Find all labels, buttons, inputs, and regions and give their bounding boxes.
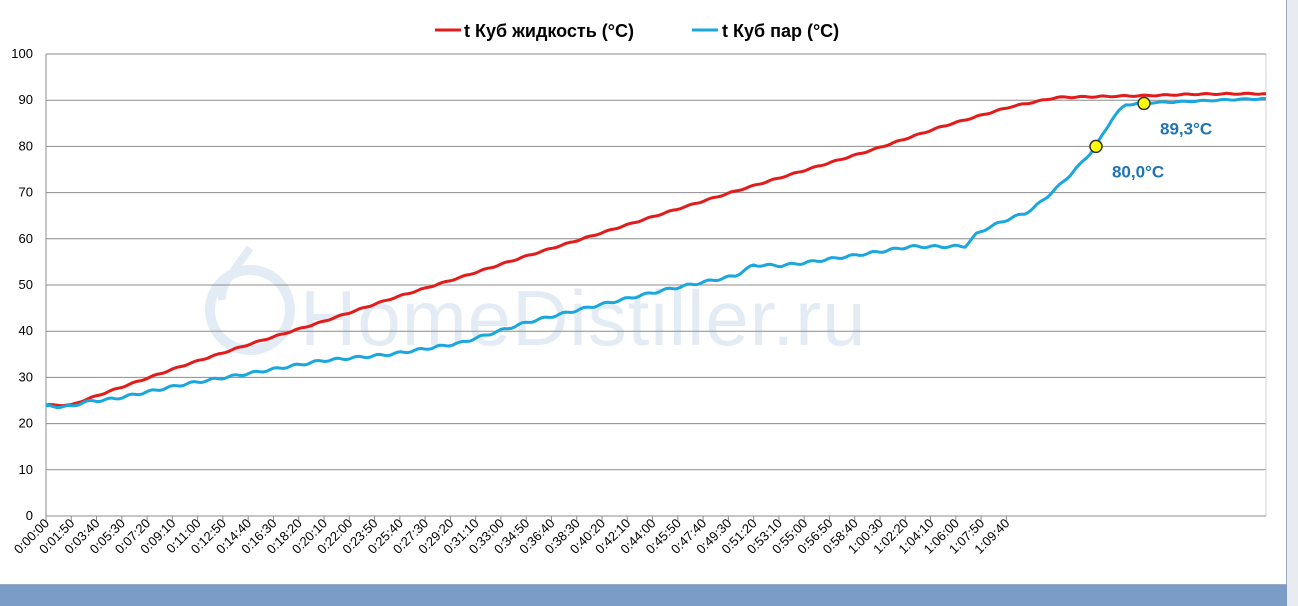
y-tick-label: 20	[19, 416, 33, 431]
y-tick-label: 80	[19, 138, 33, 153]
axes	[45, 54, 1267, 517]
watermark-drop-icon	[205, 245, 295, 355]
legend: t Куб жидкость (°C) t Куб пар (°C)	[435, 21, 839, 41]
annotation-marker	[1137, 96, 1151, 111]
y-tick-label: 40	[19, 323, 33, 338]
annotations: 80,0°C 89,3°C	[1089, 96, 1212, 181]
x-tick-labels: 0:00:000:01:500:03:400:05:300:07:200:09:…	[11, 516, 1013, 557]
y-tick-label: 90	[19, 92, 33, 107]
legend-label: t Куб жидкость (°C)	[464, 21, 634, 41]
y-tick-label: 60	[19, 231, 33, 246]
y-tick-labels: 0 10 20 30 40 50 60 70 80 90 100	[11, 46, 33, 523]
legend-label: t Куб пар (°C)	[722, 21, 839, 41]
y-tick-label: 0	[26, 508, 33, 523]
series-lines	[45, 91, 1267, 410]
annotation-label: 89,3°C	[1160, 119, 1212, 138]
gridlines	[46, 53, 1266, 471]
y-tick-label: 100	[11, 46, 33, 61]
series-line-2	[46, 96, 1267, 410]
series-line-1	[45, 91, 1267, 408]
y-tick-label: 50	[19, 277, 33, 292]
y-tick-label: 30	[19, 369, 33, 384]
annotation-label: 80,0°C	[1112, 162, 1164, 181]
window-edge	[1287, 0, 1298, 606]
watermark-text: HomeDistiller.ru	[300, 274, 866, 362]
y-tick-label: 10	[19, 462, 33, 477]
annotation-marker	[1089, 139, 1103, 154]
y-tick-label: 70	[19, 185, 33, 200]
